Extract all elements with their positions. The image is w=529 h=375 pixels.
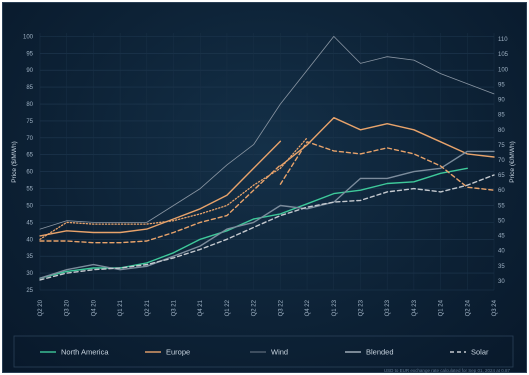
right-tick-label: 50 — [498, 218, 505, 224]
right-tick-label: 100 — [498, 67, 509, 73]
x-tick-label: Q3 20 — [65, 299, 71, 316]
legend: North America Europe Wind Blended Solar — [40, 348, 489, 357]
x-tick-label: Q1 21 — [118, 299, 124, 316]
right-tick-label: 95 — [498, 82, 505, 88]
x-tick-label: Q4 21 — [198, 299, 204, 316]
right-tick-label: 105 — [498, 52, 509, 58]
x-tick-label: Q2 24 — [465, 299, 471, 316]
x-tick-label: Q4 20 — [91, 299, 97, 316]
right-tick-label: 60 — [498, 188, 505, 194]
series-line-europe-dashed — [279, 141, 495, 191]
left-tick-label: 30 — [26, 271, 33, 277]
left-tick-label: 35 — [26, 254, 33, 260]
x-tick-label: Q3 23 — [385, 299, 391, 316]
x-tick-label: Q3 21 — [172, 299, 178, 316]
legend-label-blended: Blended — [366, 348, 394, 357]
right-tick-label: 70 — [498, 158, 505, 164]
x-tick-label: Q4 23 — [412, 299, 418, 316]
x-tick-label: Q3 24 — [492, 299, 498, 316]
left-tick-label: 55 — [26, 187, 33, 193]
left-tick-label: 45 — [26, 220, 33, 226]
left-tick-label: 85 — [26, 85, 33, 91]
series-line-europe — [39, 140, 282, 237]
legend-label-wind: Wind — [271, 348, 288, 357]
right-y-axis-title: Price (€/MWh) — [509, 141, 516, 183]
x-tick-label: Q2 23 — [358, 299, 364, 316]
right-tick-label: 30 — [498, 279, 505, 285]
left-tick-label: 40 — [26, 237, 33, 243]
grid — [39, 33, 495, 291]
x-tick-label: Q1 22 — [225, 299, 231, 316]
right-tick-label: 40 — [498, 249, 505, 255]
footnote: USD to EUR exchange rate calculated for … — [384, 368, 511, 373]
right-tick-label: 45 — [498, 234, 505, 240]
right-y-axis-ticks: 30 35 40 45 50 55 60 65 70 75 80 85 90 95 100 105 110 — [498, 37, 509, 285]
left-y-axis-title: Price ($/MWh) — [11, 141, 18, 183]
x-tick-label: Q1 24 — [439, 299, 445, 316]
right-tick-label: 75 — [498, 143, 505, 149]
series-line-europe — [279, 116, 495, 167]
x-tick-label: Q2 22 — [252, 299, 258, 316]
legend-label-europe: Europe — [166, 348, 190, 357]
left-tick-label: 50 — [26, 203, 33, 209]
left-y-axis-ticks: 25 30 35 40 45 50 55 60 65 70 75 80 85 90 95 100 — [23, 34, 34, 294]
right-tick-label: 65 — [498, 173, 505, 179]
x-tick-label: Q3 22 — [278, 299, 284, 316]
right-tick-label: 35 — [498, 264, 505, 270]
left-tick-label: 80 — [26, 102, 33, 108]
legend-label-north-america: North America — [61, 348, 109, 357]
right-tick-label: 85 — [498, 113, 505, 119]
series-line-solar — [39, 174, 495, 281]
series-lines — [39, 36, 495, 281]
x-tick-label: Q2 21 — [145, 299, 151, 316]
left-tick-label: 65 — [26, 153, 33, 159]
x-axis-ticks: Q2 20 Q3 20 Q4 20 Q1 21 Q2 21 Q3 21 Q4 21 Q1 22… — [38, 299, 498, 316]
legend-box — [13, 335, 514, 368]
x-tick-label: Q4 22 — [305, 299, 311, 316]
left-tick-label: 70 — [26, 136, 33, 142]
right-tick-label: 110 — [498, 37, 508, 43]
left-tick-label: 90 — [26, 68, 33, 74]
right-tick-label: 90 — [498, 98, 505, 104]
series-line-wind — [39, 36, 495, 230]
legend-label-solar: Solar — [471, 348, 489, 357]
series-line-europe-dotted — [39, 137, 308, 240]
left-tick-label: 95 — [26, 51, 33, 57]
right-tick-label: 55 — [498, 203, 505, 209]
x-tick-label: Q2 20 — [38, 299, 44, 316]
x-tick-label: Q1 23 — [332, 299, 338, 316]
series-line-blended — [39, 150, 495, 279]
left-tick-label: 100 — [23, 34, 34, 40]
left-tick-label: 75 — [26, 119, 33, 125]
series-line-europe-dashed-left — [39, 164, 282, 244]
left-tick-label: 60 — [26, 170, 33, 176]
right-tick-label: 80 — [498, 128, 505, 134]
left-tick-label: 25 — [26, 288, 33, 294]
